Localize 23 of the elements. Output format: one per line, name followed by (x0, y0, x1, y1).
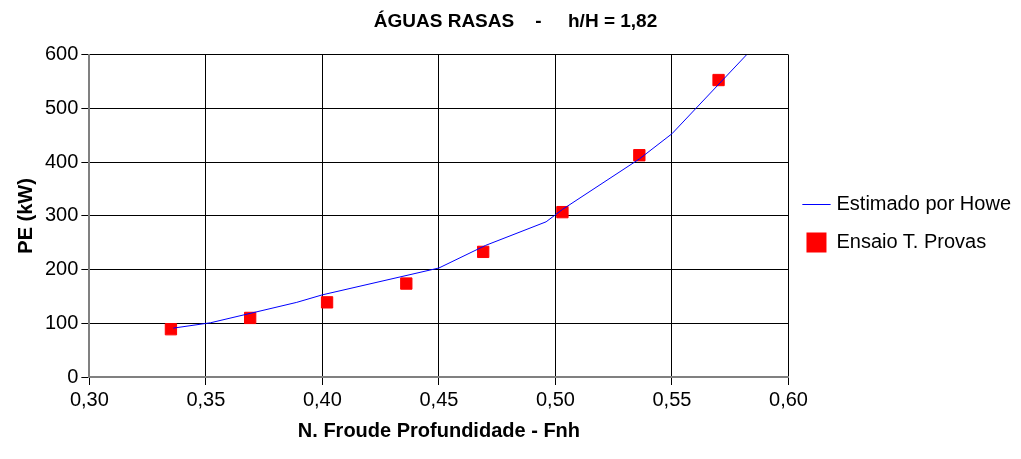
x-tick-label: 0,55 (652, 387, 692, 410)
point (400, 277, 413, 290)
y-axis-title: PE (kW) (13, 178, 36, 254)
x-tick-label: 0,50 (535, 387, 575, 410)
chart-title: ÁGUAS RASAS - h/H = 1,82 (373, 9, 658, 31)
y-tick-label: 300 (44, 203, 79, 226)
y-tick-label: 200 (44, 257, 79, 280)
x-tick-label: 0,40 (302, 387, 342, 410)
point (164, 323, 178, 336)
y-tick-label: 500 (44, 96, 79, 119)
legend-label: Estimado por Howe (836, 192, 1012, 215)
x-tick-label: 0,35 (186, 387, 226, 410)
point (477, 245, 490, 259)
x-tick-label: 0,60 (769, 387, 808, 410)
y-tick-label: 400 (44, 149, 79, 172)
y-tick-label: 0 (67, 364, 79, 387)
x-tick-label: 0,30 (69, 387, 109, 410)
point (320, 296, 334, 309)
x-tick-label: 0,45 (419, 387, 459, 410)
legend-label: Ensaio T. Provas (836, 230, 987, 253)
y-tick-label: 600 (44, 42, 79, 65)
x-axis-title: N. Froude Profundidade - Fnh (297, 418, 581, 441)
y-tick-label: 100 (44, 310, 79, 333)
